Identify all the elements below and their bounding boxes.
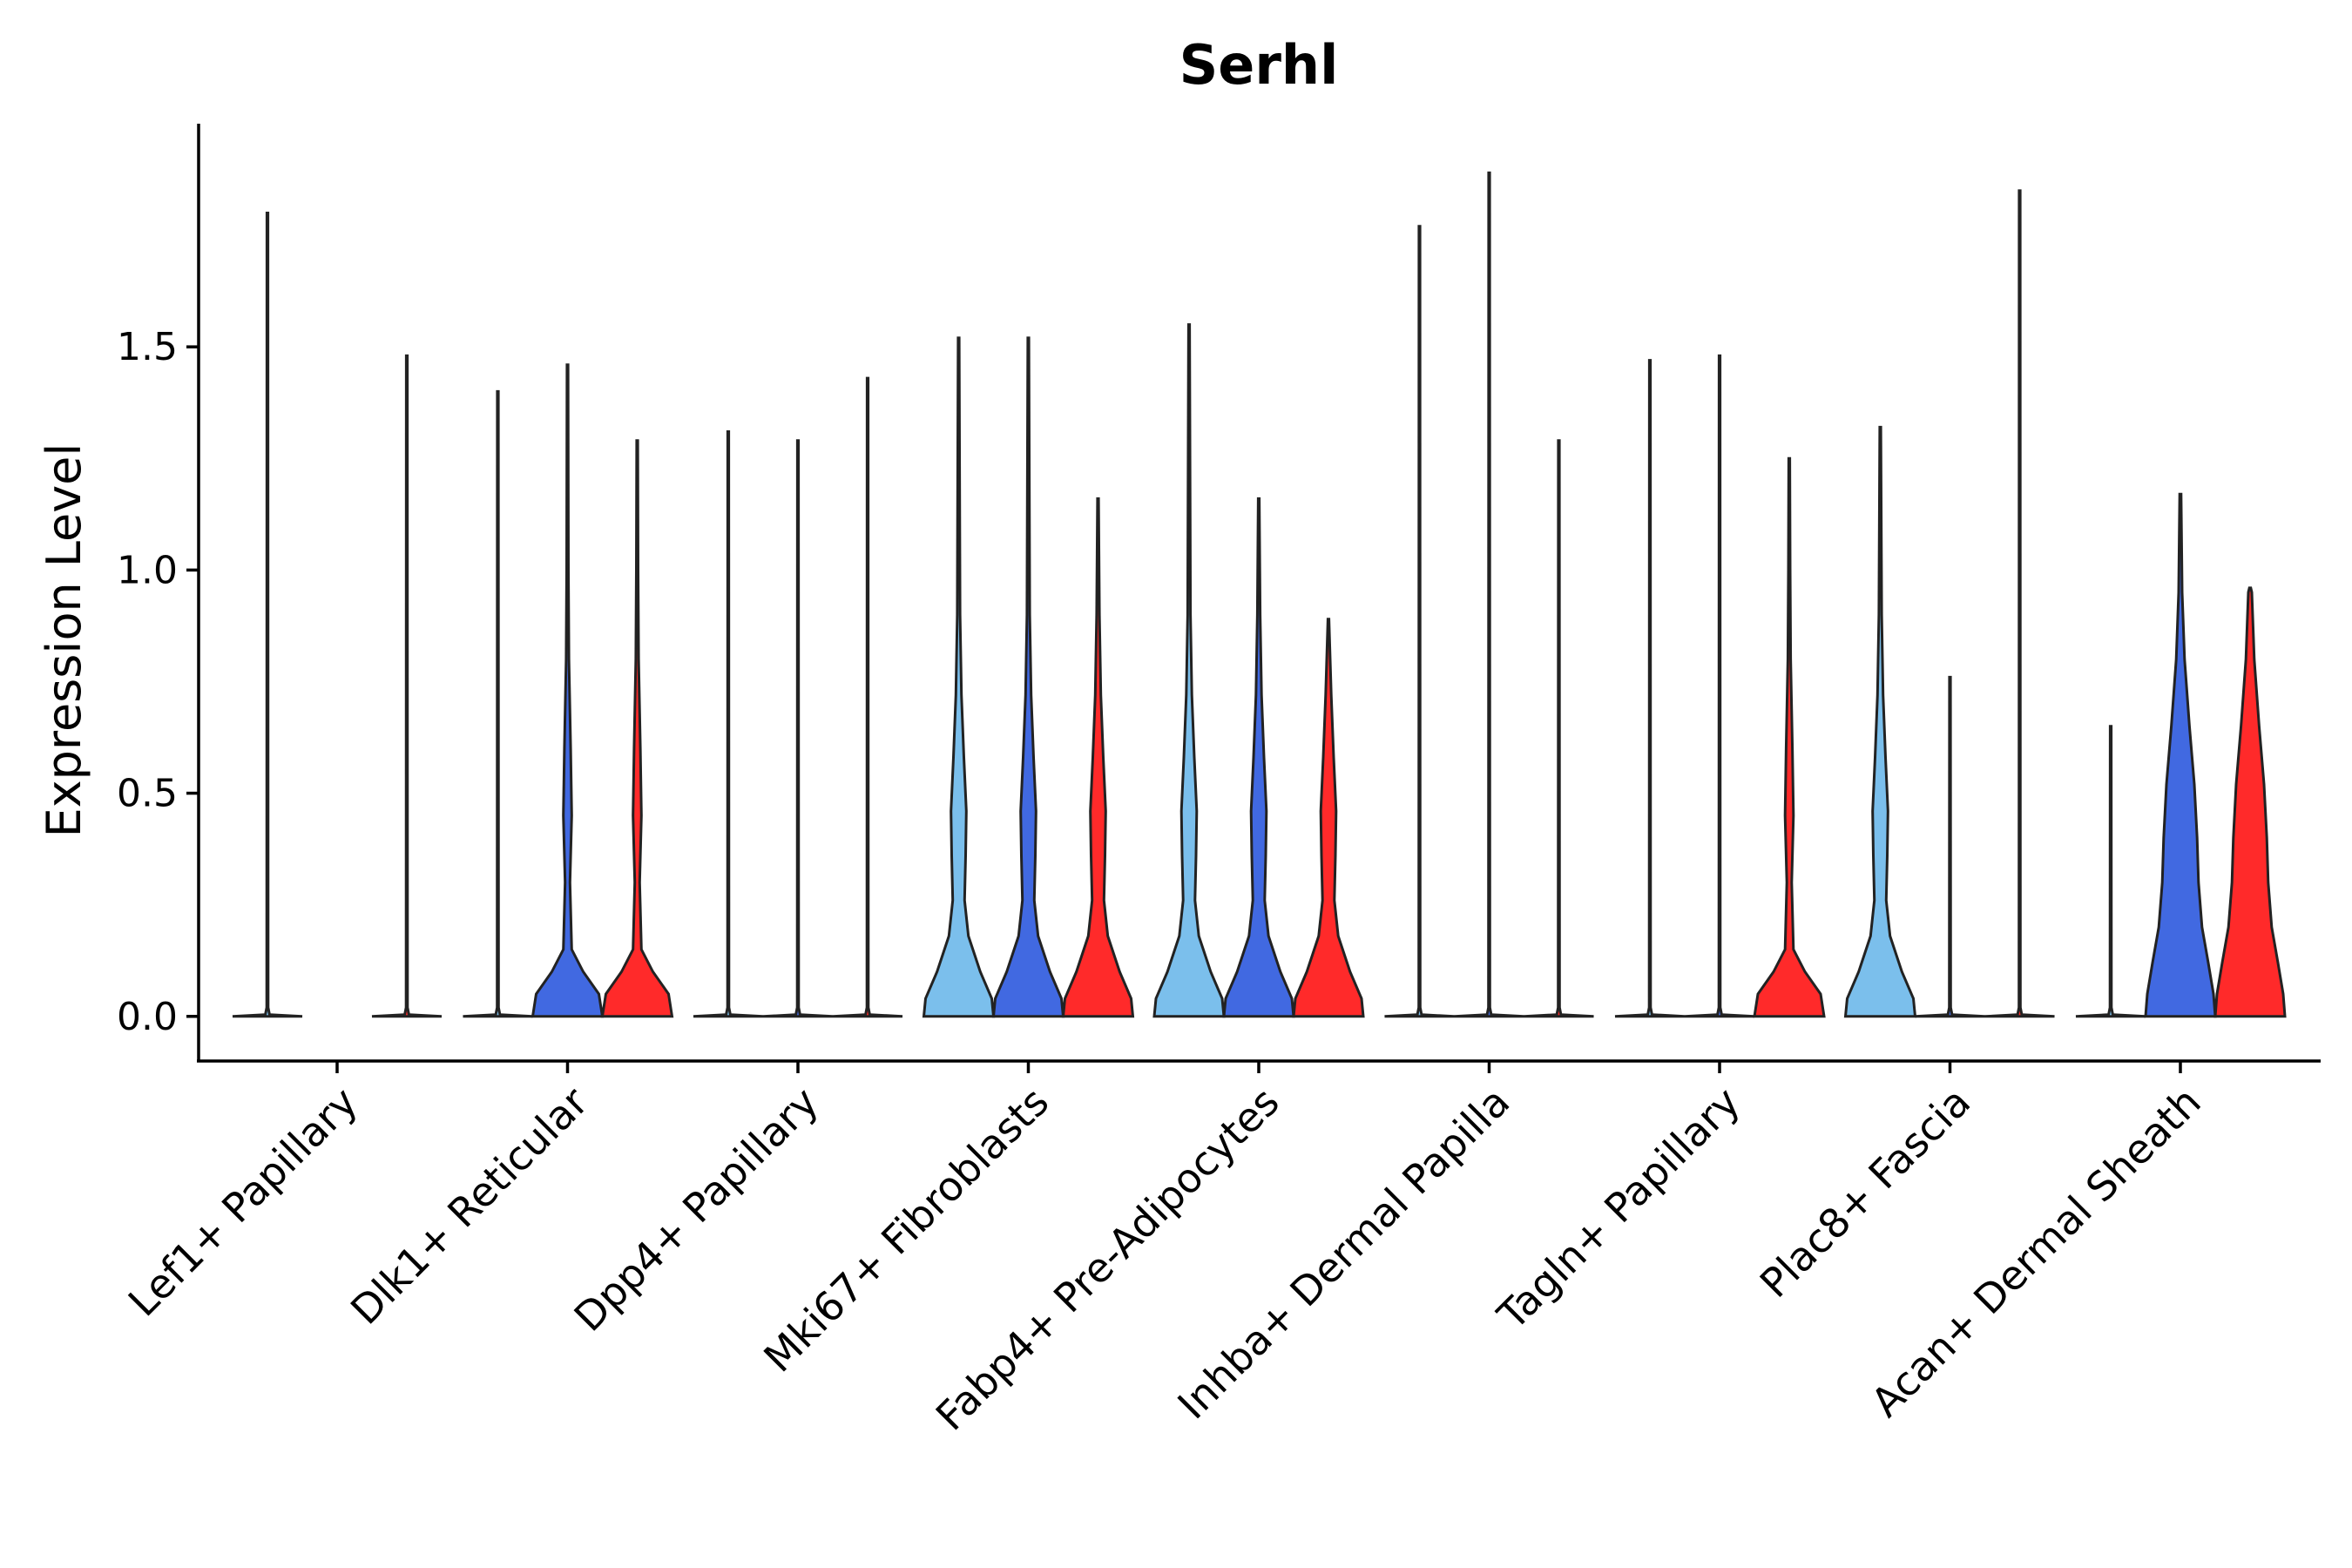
violin-mki67-fibroblasts-g3 xyxy=(1061,497,1135,1018)
violin-plac8-fascia-g3 xyxy=(1984,189,2055,1018)
violin-dpp4-papillary-g1 xyxy=(693,430,764,1018)
violin-plac8-fascia-g1 xyxy=(1843,425,1917,1018)
violin-acan-dermal-sheath-g3 xyxy=(2213,586,2287,1018)
violin-fabp4-pre-adipocytes-g2 xyxy=(1222,497,1295,1018)
violin-inhba-dermal-papilla-g2 xyxy=(1454,171,1524,1018)
violin-inhba-dermal-papilla-g1 xyxy=(1384,225,1455,1018)
violin-tagln-papillary-g3 xyxy=(1753,456,1826,1018)
violin-lef1-papillary-g1 xyxy=(232,212,303,1018)
violin-lef1-papillary-g3 xyxy=(371,354,443,1018)
x-tick-label: Dpp4+ Papillary xyxy=(565,1078,828,1341)
violin-tagln-papillary-g2 xyxy=(1684,354,1755,1018)
x-tick-label: Dlk1+ Reticular xyxy=(341,1078,597,1334)
violin-dlk1-reticular-g2 xyxy=(531,363,605,1018)
violin-acan-dermal-sheath-g2 xyxy=(2144,492,2217,1018)
violin-dlk1-reticular-g1 xyxy=(463,389,533,1018)
y-tick-label: 0.0 xyxy=(117,995,178,1039)
violin-layer xyxy=(232,171,2287,1018)
chart-title: Serhl xyxy=(1179,33,1339,97)
x-tick-label: Lef1+ Papillary xyxy=(119,1078,367,1326)
x-tick-label: Plac8+ Fascia xyxy=(1751,1078,1979,1307)
violin-tagln-papillary-g1 xyxy=(1614,359,1686,1018)
violin-plac8-fascia-g2 xyxy=(1915,675,1985,1018)
violin-dpp4-papillary-g2 xyxy=(762,439,834,1018)
y-axis-label: Expression Level xyxy=(37,443,91,838)
y-tick-label: 0.5 xyxy=(117,772,178,816)
violin-mki67-fibroblasts-g1 xyxy=(922,336,996,1018)
y-tick-label: 1.0 xyxy=(117,548,178,592)
violin-fabp4-pre-adipocytes-g1 xyxy=(1152,323,1226,1018)
x-tick-label: Tagln+ Papillary xyxy=(1488,1078,1749,1340)
violin-dpp4-papillary-g3 xyxy=(832,376,903,1018)
y-tick-label: 1.5 xyxy=(117,325,178,369)
violin-mki67-fibroblasts-g2 xyxy=(991,336,1065,1018)
y-ticks: 0.0 0.5 1.0 1.5 xyxy=(117,325,199,1039)
violin-fabp4-pre-adipocytes-g3 xyxy=(1292,618,1365,1018)
violin-dlk1-reticular-g3 xyxy=(600,439,674,1018)
violin-inhba-dermal-papilla-g3 xyxy=(1524,439,1594,1018)
violin-acan-dermal-sheath-g1 xyxy=(2075,725,2146,1018)
